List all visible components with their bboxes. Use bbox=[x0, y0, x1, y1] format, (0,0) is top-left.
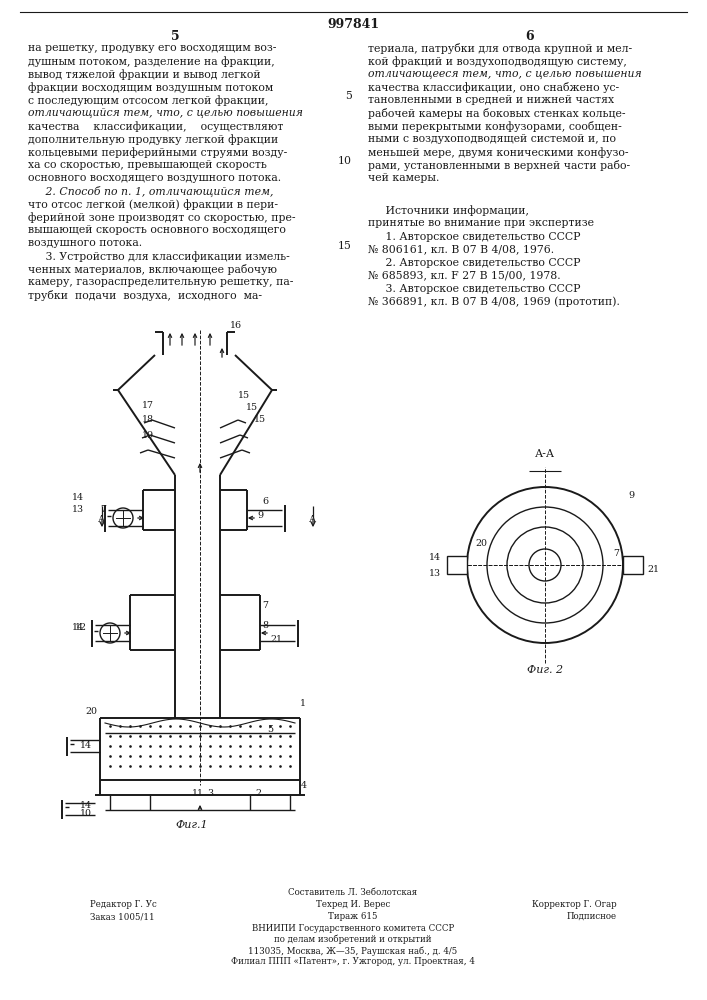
Text: 16: 16 bbox=[230, 320, 242, 330]
Text: Корректор Г. Огар: Корректор Г. Огар bbox=[532, 900, 617, 909]
Text: 7: 7 bbox=[613, 548, 619, 558]
Text: выми перекрытыми конфузорами, сообщен-: выми перекрытыми конфузорами, сообщен- bbox=[368, 121, 621, 132]
Text: Составитель Л. Зеболотская: Составитель Л. Зеболотская bbox=[288, 888, 418, 897]
Text: 15: 15 bbox=[238, 390, 250, 399]
Text: ченных материалов, включающее рабочую: ченных материалов, включающее рабочую bbox=[28, 264, 277, 275]
Text: 14: 14 bbox=[72, 493, 84, 502]
Text: 14: 14 bbox=[80, 802, 92, 810]
Text: 17: 17 bbox=[142, 400, 154, 410]
Text: ными с воздухоподводящей системой и, по: ными с воздухоподводящей системой и, по bbox=[368, 134, 616, 144]
Text: 11: 11 bbox=[192, 788, 204, 798]
Text: чей камеры.: чей камеры. bbox=[368, 173, 439, 183]
Text: № 685893, кл. F 27 В 15/00, 1978.: № 685893, кл. F 27 В 15/00, 1978. bbox=[368, 270, 561, 280]
Text: А-А: А-А bbox=[535, 449, 555, 459]
Text: качества классификации, оно снабжено ус-: качества классификации, оно снабжено ус- bbox=[368, 82, 619, 93]
Text: Редактор Г. Ус: Редактор Г. Ус bbox=[90, 900, 157, 909]
Text: 6: 6 bbox=[526, 30, 534, 43]
Bar bbox=[447, 556, 467, 574]
Text: Филиал ППП «Патент», г. Ужгород, ул. Проектная, 4: Филиал ППП «Патент», г. Ужгород, ул. Про… bbox=[231, 957, 475, 966]
Text: 21: 21 bbox=[270, 636, 282, 645]
Text: 15: 15 bbox=[254, 416, 266, 424]
Text: на решетку, продувку его восходящим воз-: на решетку, продувку его восходящим воз- bbox=[28, 43, 276, 53]
Text: камеру, газораспределительную решетку, па-: камеру, газораспределительную решетку, п… bbox=[28, 277, 293, 287]
Text: 113035, Москва, Ж—35, Раушская наб., д. 4/5: 113035, Москва, Ж—35, Раушская наб., д. … bbox=[248, 946, 457, 956]
Text: Техред И. Верес: Техред И. Верес bbox=[316, 900, 390, 909]
Text: 1. Авторское свидетельство СССР: 1. Авторское свидетельство СССР bbox=[368, 232, 580, 241]
Text: 7: 7 bbox=[100, 506, 106, 514]
Text: 5: 5 bbox=[345, 91, 352, 101]
Text: кой фракций и воздухоподводящую систему,: кой фракций и воздухоподводящую систему, bbox=[368, 56, 627, 67]
Text: 4: 4 bbox=[301, 780, 307, 790]
Text: 5: 5 bbox=[170, 30, 180, 43]
Text: душным потоком, разделение на фракции,: душным потоком, разделение на фракции, bbox=[28, 56, 275, 67]
Text: по делам изобретений и открытий: по делам изобретений и открытий bbox=[274, 935, 432, 944]
Text: 9: 9 bbox=[628, 490, 634, 499]
Text: 3. Устройство для классификации измель-: 3. Устройство для классификации измель- bbox=[28, 251, 290, 262]
Text: дополнительную продувку легкой фракции: дополнительную продувку легкой фракции bbox=[28, 134, 279, 145]
Text: 7: 7 bbox=[262, 600, 268, 609]
Text: 21: 21 bbox=[647, 566, 659, 574]
Text: 1: 1 bbox=[300, 698, 306, 708]
Text: 10: 10 bbox=[80, 808, 92, 818]
Text: Фиг. 2: Фиг. 2 bbox=[527, 665, 563, 675]
Text: рабочей камеры на боковых стенках кольце-: рабочей камеры на боковых стенках кольце… bbox=[368, 108, 626, 119]
Text: ха со скоростью, превышающей скорость: ха со скоростью, превышающей скорость bbox=[28, 160, 267, 170]
Text: отличающееся тем, что, с целью повышения: отличающееся тем, что, с целью повышения bbox=[368, 69, 642, 79]
Text: 18: 18 bbox=[142, 416, 154, 424]
Text: А: А bbox=[310, 516, 317, 524]
Text: качества    классификации,    осуществляют: качества классификации, осуществляют bbox=[28, 121, 284, 132]
Text: Заказ 1005/11: Заказ 1005/11 bbox=[90, 912, 155, 921]
Text: с последующим отсосом легкой фракции,: с последующим отсосом легкой фракции, bbox=[28, 95, 269, 106]
Text: 9: 9 bbox=[257, 510, 263, 520]
Text: № 806161, кл. В 07 В 4/08, 1976.: № 806161, кл. В 07 В 4/08, 1976. bbox=[368, 244, 554, 254]
Text: 6: 6 bbox=[262, 497, 268, 506]
Text: тановленными в средней и нижней частях: тановленными в средней и нижней частях bbox=[368, 95, 614, 105]
Text: 14: 14 bbox=[429, 552, 441, 562]
Bar bbox=[623, 556, 643, 574]
Text: 2. Способ по п. 1, отличающийся тем,: 2. Способ по п. 1, отличающийся тем, bbox=[28, 186, 274, 197]
Text: воздушного потока.: воздушного потока. bbox=[28, 238, 142, 248]
Text: 20: 20 bbox=[475, 538, 487, 548]
Text: № 366891, кл. В 07 В 4/08, 1969 (прототип).: № 366891, кл. В 07 В 4/08, 1969 (прототи… bbox=[368, 296, 620, 307]
Text: отличающийся тем, что, с целью повышения: отличающийся тем, что, с целью повышения bbox=[28, 108, 303, 118]
Text: фракции восходящим воздушным потоком: фракции восходящим воздушным потоком bbox=[28, 82, 273, 93]
Text: Фиг.1: Фиг.1 bbox=[175, 820, 209, 830]
Text: основного восходящего воздушного потока.: основного восходящего воздушного потока. bbox=[28, 173, 281, 183]
Text: териала, патрубки для отвода крупной и мел-: териала, патрубки для отвода крупной и м… bbox=[368, 43, 632, 54]
Text: Подписное: Подписное bbox=[567, 912, 617, 921]
Text: принятые во внимание при экспертизе: принятые во внимание при экспертизе bbox=[368, 219, 594, 229]
Text: 3: 3 bbox=[207, 788, 213, 798]
Text: Тираж 615: Тираж 615 bbox=[328, 912, 378, 921]
Text: вывод тяжелой фракции и вывод легкой: вывод тяжелой фракции и вывод легкой bbox=[28, 69, 261, 80]
Text: вышающей скорость основного восходящего: вышающей скорость основного восходящего bbox=[28, 225, 286, 235]
Text: трубки  подачи  воздуха,  исходного  ма-: трубки подачи воздуха, исходного ма- bbox=[28, 290, 262, 301]
Text: 8: 8 bbox=[262, 620, 268, 630]
Text: Источники информации,: Источники информации, bbox=[368, 206, 529, 216]
Text: 14: 14 bbox=[72, 622, 84, 632]
Text: 5: 5 bbox=[267, 726, 273, 734]
Text: 12: 12 bbox=[75, 624, 87, 633]
Text: 2. Авторское свидетельство СССР: 2. Авторское свидетельство СССР bbox=[368, 257, 580, 267]
Text: ферийной зоне производят со скоростью, пре-: ферийной зоне производят со скоростью, п… bbox=[28, 212, 296, 223]
Text: кольцевыми периферийными струями возду-: кольцевыми периферийными струями возду- bbox=[28, 147, 287, 158]
Text: 997841: 997841 bbox=[327, 18, 379, 31]
Text: 3. Авторское свидетельство СССР: 3. Авторское свидетельство СССР bbox=[368, 284, 580, 294]
Text: рами, установленными в верхней части рабо-: рами, установленными в верхней части раб… bbox=[368, 160, 630, 171]
Text: 10: 10 bbox=[338, 156, 352, 166]
Text: 15: 15 bbox=[338, 241, 352, 251]
Text: 13: 13 bbox=[72, 506, 84, 514]
Text: 2: 2 bbox=[255, 788, 261, 798]
Text: меньшей мере, двумя коническими конфузо-: меньшей мере, двумя коническими конфузо- bbox=[368, 147, 629, 158]
Text: 14: 14 bbox=[80, 740, 92, 750]
Text: 15: 15 bbox=[246, 403, 258, 412]
Text: 20: 20 bbox=[85, 708, 97, 716]
Text: 19: 19 bbox=[142, 430, 154, 440]
Text: 13: 13 bbox=[429, 568, 441, 578]
Text: что отсос легкой (мелкой) фракции в пери-: что отсос легкой (мелкой) фракции в пери… bbox=[28, 199, 278, 210]
Text: А: А bbox=[98, 516, 105, 524]
Text: ВНИИПИ Государственного комитета СССР: ВНИИПИ Государственного комитета СССР bbox=[252, 924, 454, 933]
